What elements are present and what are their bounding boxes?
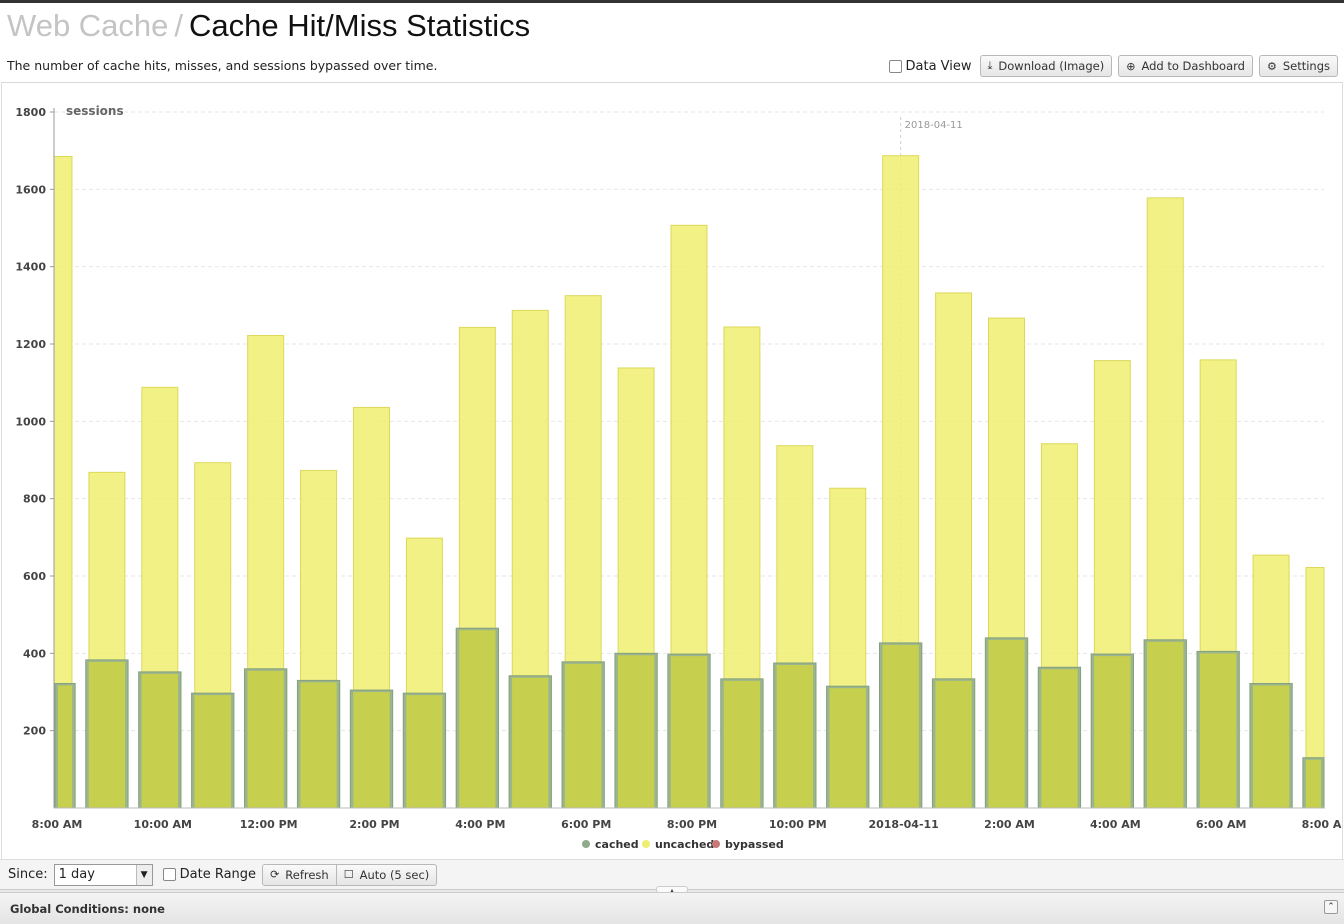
y-tick-label: 1000 [15, 415, 46, 428]
legend-swatch-bypassed [712, 840, 720, 848]
chart-axes: 200 400 600 800 1000 1200 1400 1600 1800 8:00 AM 1… [15, 106, 1344, 831]
bar-cached-inner [670, 656, 708, 808]
chart-panel: 2018-04-11 200 400 600 800 1000 1200 1400 1600 1… [1, 82, 1344, 860]
bar-cached-inner [353, 692, 390, 808]
x-tick-label: 2018-04-11 [868, 818, 938, 831]
data-view-checkbox[interactable] [888, 59, 902, 73]
legend-swatch-uncached [642, 840, 650, 848]
x-tick-label: 10:00 AM [134, 818, 192, 831]
checkbox-icon: ☐ [343, 868, 354, 881]
bar-cached-inner [141, 673, 178, 808]
legend-label-bypassed: bypassed [725, 838, 784, 851]
date-range-checkbox[interactable] [162, 868, 176, 881]
date-range-toggle[interactable]: Date Range [162, 867, 257, 882]
bar-cached-inner [1041, 669, 1078, 808]
since-value: 1 day [58, 867, 95, 882]
data-view-label: Data View [905, 58, 972, 74]
add-to-dashboard-button[interactable]: ⊕ Add to Dashboard [1118, 55, 1253, 77]
date-marker-label: 2018-04-11 [905, 120, 963, 131]
bar-cached-inner [617, 655, 655, 808]
bar-cached-inner [1305, 759, 1321, 808]
chart-legend: cached uncached bypassed [582, 838, 784, 851]
bar-cached-inner [58, 685, 73, 808]
download-icon: ⤓ [987, 59, 993, 72]
y-tick-label: 1800 [15, 106, 46, 119]
bar-cached-inner [988, 639, 1025, 808]
bar-cached-inner [723, 680, 761, 808]
settings-button[interactable]: ⚙ Settings [1258, 55, 1338, 77]
y-tick-label: 200 [23, 725, 46, 738]
legend-label-uncached: uncached [655, 838, 714, 851]
y-tick-label: 600 [23, 570, 46, 583]
bar-cached-inner [406, 695, 443, 808]
y-tick-label: 1200 [15, 338, 46, 351]
x-tick-label: 8:00 AM [1302, 818, 1342, 831]
y-axis-label: sessions [66, 104, 124, 118]
cache-stats-chart[interactable]: 2018-04-11 200 400 600 800 1000 1200 1400 1600 1… [2, 83, 1344, 859]
gear-icon: ⚙ [1266, 59, 1277, 73]
bar-cached-inner [1147, 641, 1184, 808]
bar-cached-inner [882, 644, 919, 808]
bar-cached-inner [194, 695, 231, 808]
bar-cached-inner [1252, 685, 1290, 808]
breadcrumb-separator: / [174, 8, 184, 43]
x-tick-label: 10:00 PM [769, 818, 827, 831]
page-header: Web Cache / Cache Hit/Miss Statistics [7, 8, 530, 44]
chevron-down-icon: ▼ [135, 864, 152, 885]
bar-cached-inner [776, 665, 813, 808]
report-toolbar: Data View ⤓ Download (Image) ⊕ Add to Da… [888, 55, 1338, 77]
bar-cached-inner [512, 677, 549, 808]
bar-cached-inner [88, 661, 126, 808]
since-label: Since: [8, 867, 48, 882]
refresh-label: Refresh [285, 867, 329, 882]
page-description: The number of cache hits, misses, and se… [7, 58, 438, 73]
since-select[interactable]: 1 day ▼ [53, 863, 153, 886]
bar-cached-inner [1200, 653, 1237, 808]
x-tick-label: 2:00 PM [349, 818, 399, 831]
bar-cached-inner [565, 663, 602, 808]
data-view-toggle[interactable]: Data View [888, 58, 972, 74]
time-controls: Since: 1 day ▼ Date Range ⟳ Refresh ☐ Au… [0, 859, 1344, 889]
expand-icon[interactable]: ⌃ [1324, 900, 1338, 914]
x-tick-label: 12:00 PM [240, 818, 298, 831]
bar-cached-inner [935, 680, 972, 808]
x-tick-label: 6:00 PM [561, 818, 611, 831]
x-tick-label: 8:00 PM [667, 818, 717, 831]
y-tick-label: 800 [23, 493, 46, 506]
y-tick-label: 1600 [15, 183, 46, 196]
refresh-icon: ⟳ [270, 868, 280, 881]
x-tick-label: 4:00 PM [455, 818, 505, 831]
chart-bars [53, 155, 1325, 809]
bar-cached-inner [459, 630, 496, 808]
x-tick-label: 8:00 AM [32, 818, 83, 831]
bar-cached-inner [300, 682, 337, 808]
plus-circle-icon: ⊕ [1126, 59, 1136, 73]
refresh-button-group: ⟳ Refresh ☐ Auto (5 sec) [262, 863, 438, 886]
legend-swatch-cached [582, 840, 590, 848]
bar-cached-inner [829, 688, 866, 808]
breadcrumb-web-cache[interactable]: Web Cache [7, 8, 169, 43]
bar-cached-inner [247, 670, 284, 808]
page-title: Cache Hit/Miss Statistics [189, 8, 531, 43]
x-tick-label: 6:00 AM [1196, 818, 1247, 831]
global-conditions-label: Global Conditions: none [10, 901, 165, 916]
bar-cached-inner [1094, 656, 1131, 808]
download-image-button[interactable]: ⤓ Download (Image) [979, 55, 1113, 77]
auto-refresh-label: Auto (5 sec) [359, 867, 430, 882]
y-tick-label: 400 [23, 647, 46, 660]
download-label: Download (Image) [998, 59, 1105, 73]
legend-label-cached: cached [595, 838, 639, 851]
auto-refresh-button[interactable]: ☐ Auto (5 sec) [336, 863, 438, 886]
y-tick-label: 1400 [15, 261, 46, 274]
add-dashboard-label: Add to Dashboard [1141, 59, 1245, 73]
x-tick-label: 2:00 AM [984, 818, 1035, 831]
x-tick-label: 4:00 AM [1090, 818, 1141, 831]
top-border [0, 0, 1344, 3]
global-conditions-bar[interactable]: Global Conditions: none [0, 892, 1344, 924]
settings-label: Settings [1282, 59, 1330, 73]
date-range-label: Date Range [179, 867, 257, 882]
refresh-button[interactable]: ⟳ Refresh [262, 863, 337, 886]
